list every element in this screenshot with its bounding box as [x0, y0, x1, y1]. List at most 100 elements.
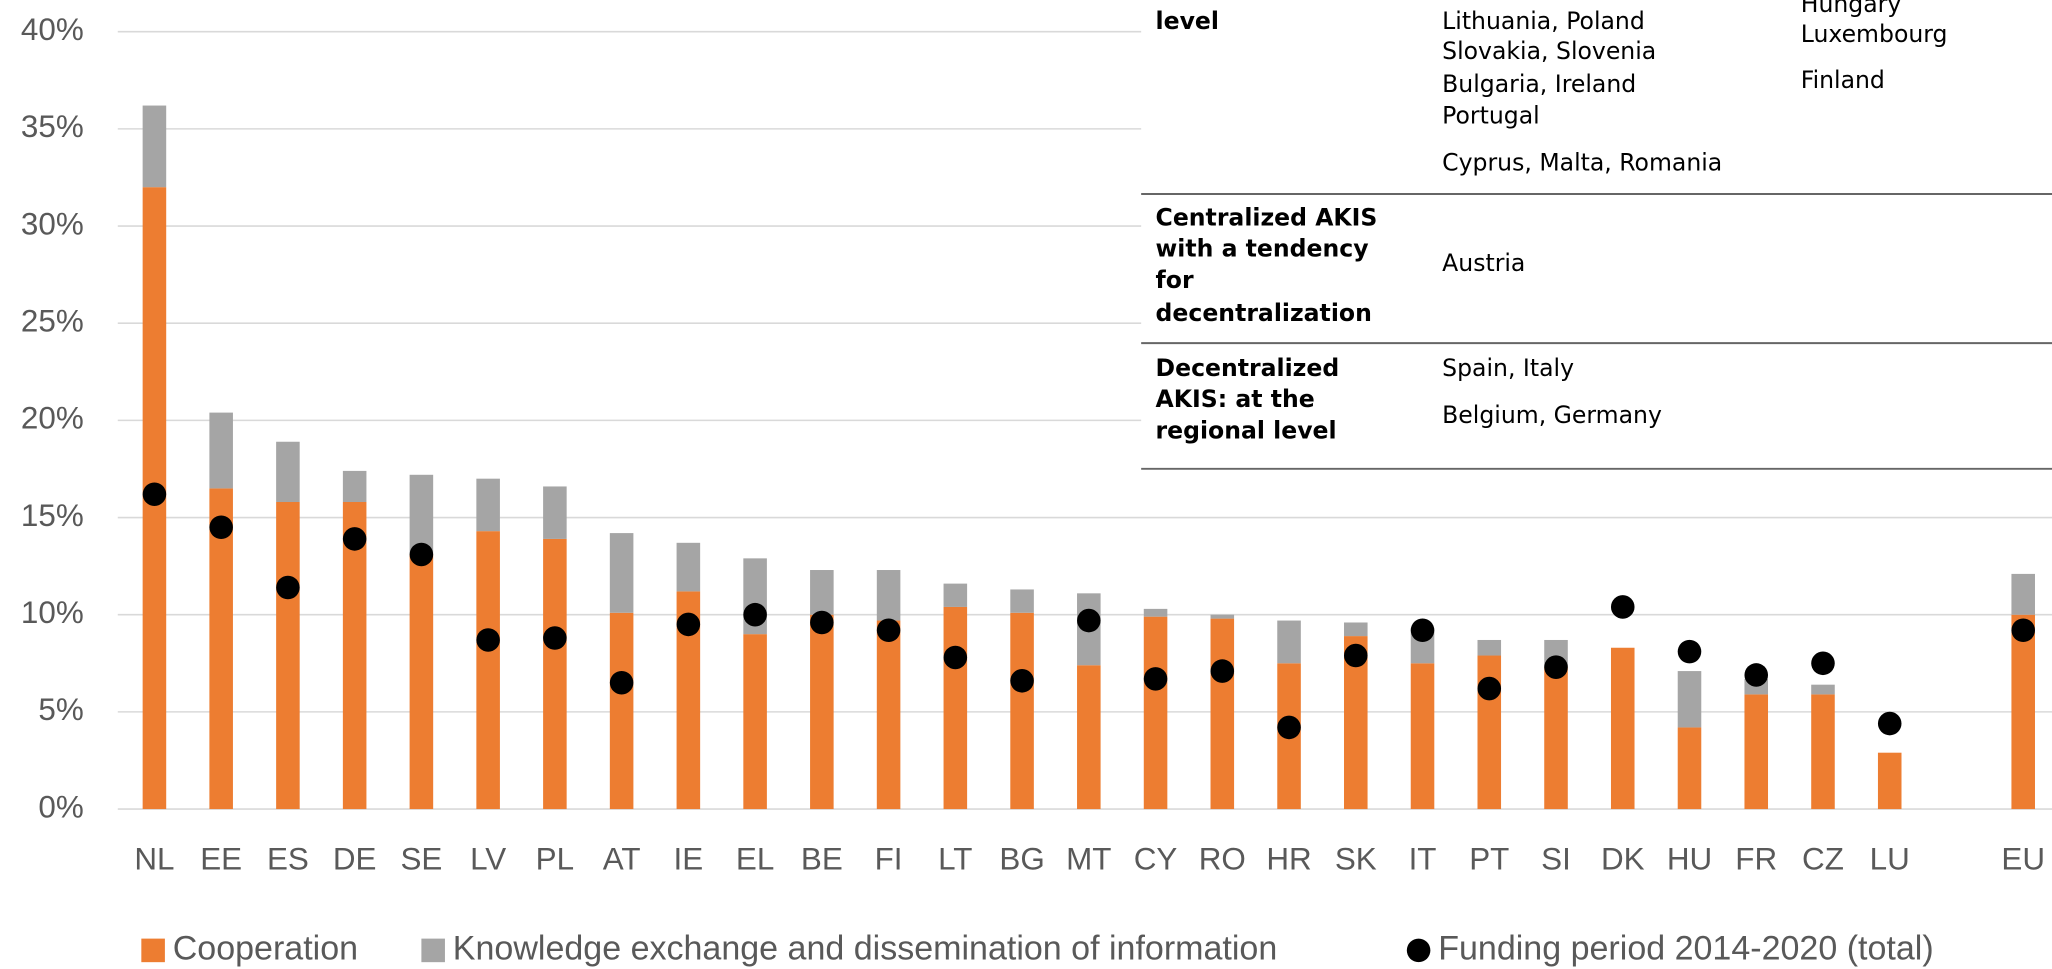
dot: [676, 612, 701, 637]
table-text: Spain, Italy: [1442, 354, 1574, 382]
dot: [810, 610, 834, 635]
bar-segment: [1877, 752, 1902, 810]
dot: [1143, 667, 1168, 691]
x-tick-label: DK: [1601, 842, 1645, 877]
bar-segment: [1811, 694, 1835, 810]
x-tick-label: CZ: [1802, 842, 1844, 877]
bar-segment: [1344, 636, 1368, 810]
dot: [1677, 639, 1702, 664]
bar-segment: [943, 583, 968, 607]
x-tick-label: EU: [2001, 842, 2045, 877]
bar-segment: [1210, 614, 1235, 619]
table-text: Cyprus, Malta, Romania: [1442, 148, 1722, 176]
y-tick-label: 5%: [38, 692, 83, 727]
x-tick-label: DE: [333, 842, 377, 877]
legend-label: Cooperation: [173, 929, 358, 967]
bar-segment: [1010, 589, 1034, 613]
table-text: Portugal: [1442, 101, 1540, 129]
bar-segment: [609, 533, 634, 613]
bar-segment: [1344, 622, 1368, 637]
table-text: Bulgaria, Ireland: [1442, 70, 1636, 98]
x-tick-label: HU: [1667, 842, 1712, 877]
x-tick-label: RO: [1199, 842, 1246, 877]
bar-segment: [1077, 665, 1101, 810]
x-tick-label: EE: [200, 842, 242, 877]
bar-segment: [2011, 573, 2035, 615]
dot: [943, 645, 968, 670]
bar-segment: [810, 570, 834, 615]
table-text: decentralization: [1156, 299, 1372, 327]
dot: [1811, 651, 1835, 676]
x-tick-label: MT: [1066, 842, 1111, 877]
x-tick-label: AT: [603, 842, 641, 877]
x-tick-label: NL: [134, 842, 174, 877]
x-tick-label: ES: [267, 842, 309, 877]
y-tick-label: 0%: [38, 789, 83, 824]
bar-segment: [743, 634, 767, 810]
table-text: AKIS: at the: [1156, 385, 1315, 413]
bar-segment: [1010, 612, 1034, 810]
dot: [543, 626, 567, 650]
bar-segment: [142, 105, 167, 188]
y-tick-label: 10%: [21, 595, 84, 630]
x-tick-label: SK: [1335, 842, 1377, 877]
x-tick-label: IT: [1409, 842, 1437, 877]
bar-segment: [543, 486, 567, 539]
table-text: level: [1156, 7, 1219, 35]
bar-segment: [409, 474, 434, 555]
x-tick-label: CY: [1134, 842, 1178, 877]
bar-segment: [409, 554, 434, 810]
bar-segment: [342, 501, 367, 810]
table-text: Centralized AKIS: [1156, 203, 1378, 231]
table-text: Belgium, Germany: [1442, 401, 1662, 429]
dot: [1744, 663, 1769, 687]
dot: [1077, 608, 1101, 633]
x-tick-label: FI: [875, 842, 903, 877]
bar-segment: [876, 570, 901, 621]
legend-swatch: [421, 938, 445, 963]
dot: [743, 602, 767, 627]
dot: [876, 618, 901, 643]
dot: [409, 542, 434, 567]
dot: [1877, 711, 1902, 736]
x-tick-label: SI: [1541, 842, 1571, 877]
dot: [342, 527, 367, 551]
dot: [609, 670, 634, 695]
bar-segment: [1210, 618, 1235, 810]
table-text: Decentralized: [1156, 354, 1340, 382]
y-tick-label: 25%: [21, 304, 84, 339]
y-tick-label: 35%: [21, 109, 84, 144]
dot: [2011, 618, 2035, 643]
bar-segment: [810, 614, 834, 810]
x-tick-label: LU: [1870, 842, 1910, 877]
bar-segment: [1410, 663, 1435, 810]
y-tick-label: 40%: [21, 12, 84, 47]
x-tick-label: SE: [400, 842, 442, 877]
table-text: Slovakia, Slovenia: [1442, 37, 1656, 65]
bar-segment: [276, 441, 300, 502]
x-tick-label: HR: [1266, 842, 1311, 877]
bar-segment: [1677, 727, 1702, 810]
bar-segment: [1544, 667, 1568, 810]
y-tick-label: 15%: [21, 498, 84, 533]
x-tick-label: PL: [536, 842, 574, 877]
table-text: Lithuania, Poland: [1442, 7, 1645, 35]
bar-segment: [676, 542, 701, 592]
dot: [142, 482, 167, 507]
y-tick-label: 20%: [21, 401, 84, 436]
x-tick-label: BG: [999, 842, 1044, 877]
bar-segment: [1277, 620, 1301, 664]
bar-segment: [1811, 684, 1835, 695]
bar-segment: [1143, 608, 1168, 617]
dot: [1010, 669, 1034, 693]
legend-swatch: [1406, 938, 1431, 963]
bar-segment: [876, 620, 901, 810]
bar-segment: [476, 531, 500, 810]
bar-segment: [1744, 694, 1769, 810]
dot: [276, 575, 300, 600]
dot: [1410, 618, 1435, 643]
bar-segment: [2011, 614, 2035, 810]
table-text: Finland: [1801, 66, 1885, 94]
x-tick-label: EL: [736, 842, 774, 877]
